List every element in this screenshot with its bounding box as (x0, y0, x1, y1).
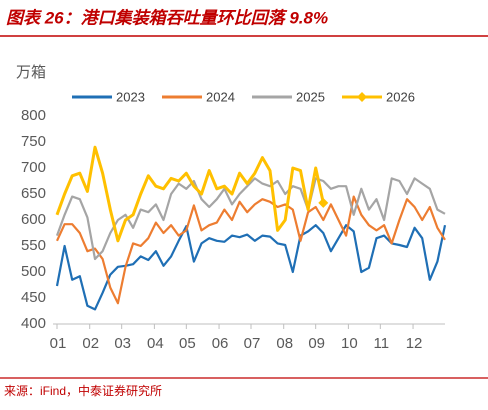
series-line (55, 145, 325, 243)
x-tick-label: 11 (374, 335, 390, 352)
y-tick-label: 400 (21, 315, 46, 332)
legend-label: 2024 (206, 89, 235, 104)
y-tick-label: 450 (21, 289, 46, 306)
y-unit: 万箱 (16, 64, 46, 81)
x-tick-label: 04 (147, 335, 164, 352)
series-line (55, 224, 447, 311)
x-tick-label: 01 (50, 335, 67, 352)
y-tick-label: 600 (21, 211, 46, 228)
series-line (55, 195, 446, 305)
y-tick-label: 700 (21, 159, 46, 176)
y-tick-label: 750 (21, 133, 46, 150)
legend-marker (357, 92, 367, 102)
x-tick-label: 08 (276, 335, 293, 352)
x-tick-label: 09 (308, 335, 325, 352)
series-line (55, 177, 446, 261)
end-marker (318, 197, 329, 208)
legend-label: 2025 (296, 89, 325, 104)
chart-title: 图表 26：港口集装箱吞吐量环比回落 9.8% (6, 8, 328, 27)
x-tick-label: 06 (212, 335, 229, 352)
legend-label: 2026 (386, 89, 415, 104)
x-tick-label: 02 (82, 335, 99, 352)
y-tick-label: 500 (21, 263, 46, 280)
x-tick-label: 05 (179, 335, 196, 352)
x-tick-label: 12 (406, 335, 423, 352)
legend-label: 2023 (116, 89, 145, 104)
y-tick-label: 800 (21, 107, 46, 124)
x-tick-label: 03 (114, 335, 131, 352)
source: 来源：iFind，中泰证券研究所 (4, 383, 162, 398)
x-tick-label: 10 (341, 335, 358, 352)
y-tick-label: 650 (21, 185, 46, 202)
y-tick-label: 550 (21, 237, 46, 254)
x-tick-label: 07 (244, 335, 261, 352)
